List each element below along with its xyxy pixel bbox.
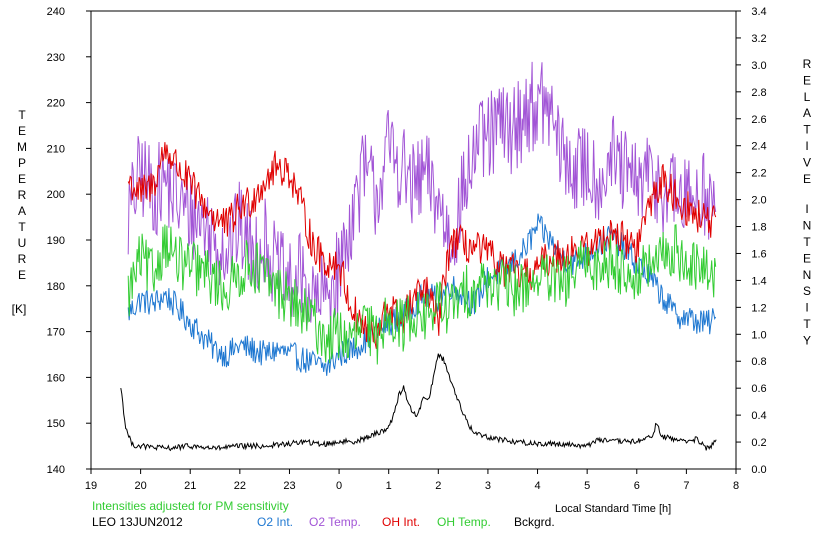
x-tick-label: 0: [336, 480, 342, 492]
y-right-tick-label: 2.2: [751, 168, 766, 180]
y-left-axis-unit: [K]: [12, 302, 27, 316]
y-right-tick-label: 3.0: [751, 60, 766, 72]
y-left-axis-ticks: 140 150 160 170 180 190 200 210 220 230 240: [47, 6, 91, 476]
y-right-tick-label: 3.2: [751, 33, 766, 45]
y-left-tick-label: 150: [47, 418, 65, 430]
y-right-tick-label: 2.8: [751, 87, 766, 99]
y-right-tick-label: 2.6: [751, 114, 766, 126]
series-line-o2-int: [127, 213, 717, 376]
x-tick-label: 23: [283, 480, 295, 492]
y-right-label-letter: E: [803, 73, 811, 87]
y-right-label-letter: L: [804, 90, 811, 104]
legend-entry: O2 Int.: [257, 515, 293, 529]
y-right-tick-label: 0.2: [751, 437, 766, 449]
legend-entry: Bckgrd.: [514, 515, 555, 529]
y-right-tick-label: 1.4: [751, 275, 766, 287]
y-right-tick-label: 2.4: [751, 141, 766, 153]
y-right-label-letter: I: [805, 202, 808, 216]
y-left-tick-label: 210: [47, 143, 65, 155]
y-right-label-letter: V: [803, 155, 811, 169]
y-right-label-letter: N: [803, 268, 812, 282]
y-left-label-letter: U: [18, 236, 27, 250]
y-left-label-letter: A: [18, 204, 26, 218]
series-line-oh-temp: [127, 224, 717, 365]
y-right-tick-label: 0.4: [751, 410, 766, 422]
series-line-o2-temp: [127, 61, 717, 332]
y-left-label-letter: P: [18, 156, 26, 170]
y-left-label-letter: R: [18, 252, 27, 266]
legend-entry: OH Temp.: [437, 515, 491, 529]
x-tick-label: 2: [435, 480, 441, 492]
x-tick-label: 5: [584, 480, 590, 492]
y-right-label-letter: Y: [803, 333, 811, 347]
x-axis-ticks: 19 20 21 22 23 0 1 2 3 4 5 6 7 8: [85, 469, 739, 492]
y-right-label-letter: T: [803, 235, 811, 249]
y-right-tick-label: 0.0: [751, 464, 766, 476]
y-right-tick-label: 2.0: [751, 195, 766, 207]
y-right-tick-label: 1.2: [751, 302, 766, 314]
x-tick-label: 3: [485, 480, 491, 492]
y-left-label-letter: R: [18, 188, 27, 202]
y-right-label-letter: N: [803, 219, 812, 233]
y-left-tick-label: 200: [47, 189, 65, 201]
y-right-tick-label: 3.4: [751, 6, 766, 18]
y-left-label-letter: M: [17, 140, 27, 154]
x-axis-label: Local Standard Time [h]: [555, 503, 671, 515]
y-right-label-letter: E: [803, 172, 811, 186]
series-layer: [120, 61, 717, 452]
y-right-tick-label: 1.0: [751, 329, 766, 341]
y-right-label-letter: T: [803, 123, 811, 137]
y-left-label-letter: T: [18, 108, 26, 122]
x-tick-label: 7: [683, 480, 689, 492]
x-tick-label: 6: [634, 480, 640, 492]
y-right-label-letter: R: [803, 57, 812, 71]
y-left-tick-label: 230: [47, 52, 65, 64]
y-right-label-letter: I: [805, 301, 808, 315]
y-left-tick-label: 240: [47, 6, 65, 18]
y-left-tick-label: 140: [47, 464, 65, 476]
x-tick-label: 19: [85, 480, 97, 492]
y-right-label-letter: I: [805, 139, 808, 153]
station-date: LEO 13JUN2012: [92, 515, 183, 529]
x-tick-label: 22: [234, 480, 246, 492]
legend: O2 Int. O2 Temp. OH Int. OH Temp. Bckgrd.: [257, 515, 555, 529]
y-left-label-letter: E: [18, 172, 26, 186]
note-text: Intensities adjusted for PM sensitivity: [92, 499, 289, 513]
y-right-tick-label: 0.6: [751, 383, 766, 395]
y-left-tick-label: 190: [47, 235, 65, 247]
x-tick-label: 4: [534, 480, 540, 492]
y-right-label-letter: E: [803, 251, 811, 265]
x-tick-label: 20: [134, 480, 146, 492]
y-left-tick-label: 180: [47, 281, 65, 293]
series-line-bckgrd: [120, 353, 717, 452]
legend-entry: O2 Temp.: [309, 515, 361, 529]
y-left-tick-label: 220: [47, 98, 65, 110]
y-right-axis-ticks: 0.0 0.2 0.4 0.6 0.8 1.0 1.2 1.4 1.6 1.8 2.0 2.2 2.4 2…: [736, 6, 767, 476]
legend-entry: OH Int.: [382, 515, 420, 529]
y-right-label-letter: S: [803, 284, 811, 298]
y-right-tick-label: 1.6: [751, 248, 766, 260]
y-right-label-letter: A: [803, 106, 811, 120]
y-right-tick-label: 0.8: [751, 356, 766, 368]
y-left-label-letter: E: [18, 124, 26, 138]
y-left-label-letter: E: [18, 268, 26, 282]
y-left-label-letter: T: [18, 220, 26, 234]
y-left-tick-label: 170: [47, 327, 65, 339]
series-line-oh-int: [127, 142, 717, 349]
x-tick-label: 21: [184, 480, 196, 492]
y-right-label-letter: T: [803, 317, 811, 331]
x-tick-label: 8: [733, 480, 739, 492]
y-right-tick-label: 1.8: [751, 222, 766, 234]
y-left-tick-label: 160: [47, 372, 65, 384]
x-tick-label: 1: [386, 480, 392, 492]
